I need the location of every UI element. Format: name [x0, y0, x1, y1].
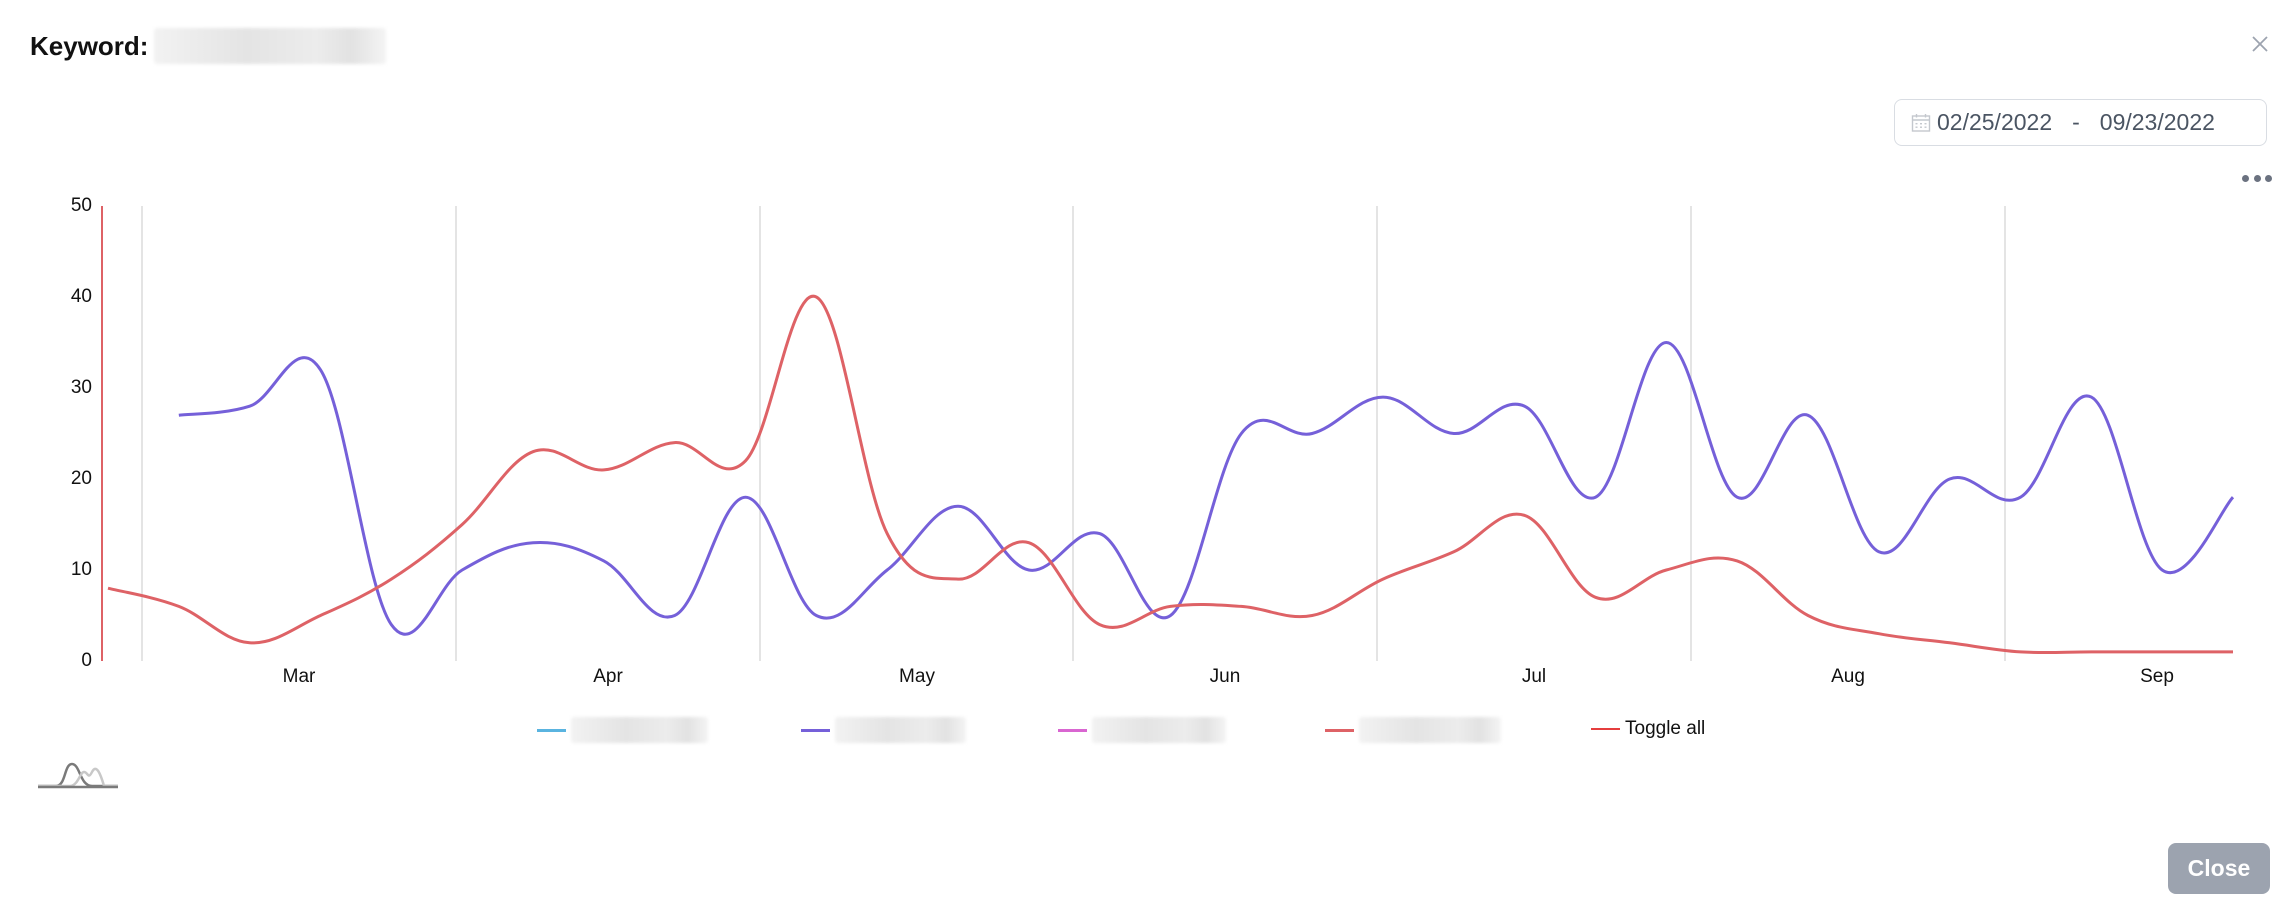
y-tick-label: 20	[70, 468, 92, 489]
legend-toggle-all[interactable]: Toggle all	[1591, 718, 1705, 740]
y-tick-label: 10	[70, 559, 92, 580]
x-tick-label: Mar	[282, 666, 316, 687]
legend-label-redacted	[1359, 717, 1501, 743]
toggle-all-label: Toggle all	[1625, 718, 1706, 739]
legend-swatch	[1325, 728, 1354, 732]
legend-swatch	[1591, 728, 1620, 730]
calendar-icon	[1911, 113, 1931, 132]
legend-item-2[interactable]	[801, 717, 966, 743]
line-chart	[101, 206, 2235, 661]
legend-swatch	[801, 728, 830, 732]
legend-item-3[interactable]	[1058, 717, 1226, 743]
y-tick-label: 50	[70, 195, 92, 216]
more-options-icon[interactable]	[2242, 170, 2272, 186]
legend-label-redacted	[571, 717, 708, 743]
date-range-picker[interactable]: 02/25/2022 - 09/23/2022	[1894, 99, 2267, 146]
x-tick-label: Jun	[1209, 666, 1241, 687]
legend-item-1[interactable]	[537, 717, 708, 743]
legend-swatch	[537, 728, 566, 732]
distribution-curve-icon[interactable]	[36, 760, 120, 790]
x-tick-label: Sep	[2140, 666, 2174, 687]
legend-label-redacted	[835, 717, 966, 743]
x-tick-label: May	[899, 666, 935, 687]
date-start[interactable]: 02/25/2022	[1937, 109, 2053, 135]
y-tick-label: 30	[70, 377, 92, 398]
date-separator: -	[2072, 109, 2080, 135]
series-line-4[interactable]	[107, 294, 2233, 655]
legend-label-redacted	[1092, 717, 1226, 743]
close-button[interactable]: Close	[2168, 843, 2270, 894]
y-tick-label: 40	[70, 286, 92, 307]
x-tick-label: Aug	[1831, 666, 1865, 687]
series-line-2[interactable]	[178, 340, 2235, 636]
legend-item-4[interactable]	[1325, 717, 1501, 743]
keyword-label: Keyword:	[30, 30, 149, 61]
legend-swatch	[1058, 728, 1087, 732]
x-tick-label: Jul	[1521, 666, 1547, 687]
x-tick-label: Apr	[593, 666, 623, 687]
keyword-value-redacted	[154, 28, 387, 64]
y-tick-label: 0	[81, 650, 92, 671]
close-x-icon[interactable]	[2246, 30, 2274, 58]
date-end[interactable]: 09/23/2022	[2099, 109, 2215, 135]
dialog-title: Keyword:	[30, 28, 387, 64]
